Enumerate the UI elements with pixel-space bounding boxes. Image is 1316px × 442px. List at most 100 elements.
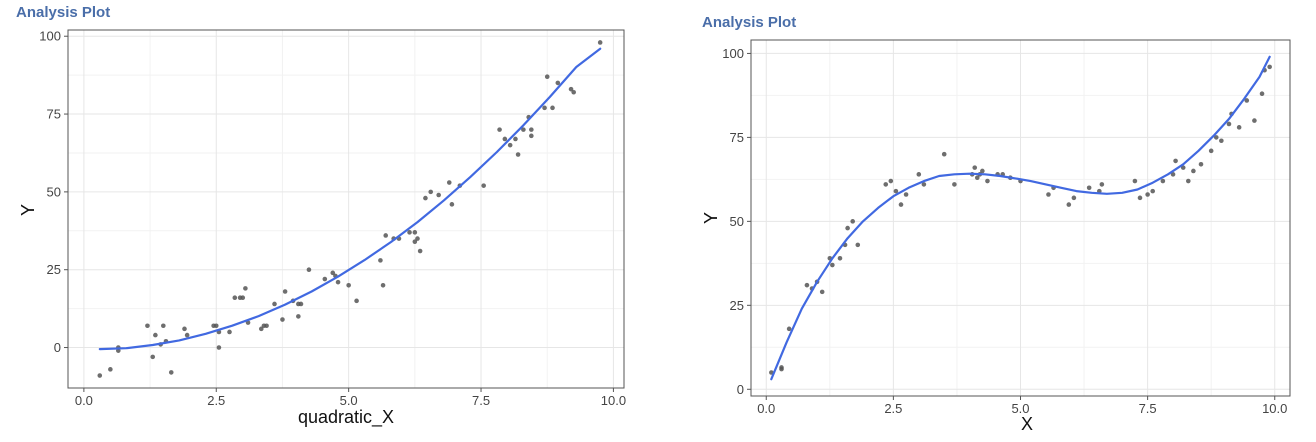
x-tick-label: 7.5 — [1139, 401, 1157, 416]
data-point — [830, 262, 835, 268]
data-point — [168, 370, 174, 375]
data-point — [952, 182, 957, 187]
data-point — [412, 230, 418, 235]
fit-curve — [98, 47, 602, 351]
data-point — [819, 289, 825, 295]
data-point — [513, 136, 518, 142]
data-point — [1208, 148, 1214, 154]
data-point — [153, 332, 158, 338]
data-point — [296, 314, 301, 319]
y-tick-label: 100 — [39, 29, 61, 44]
data-point — [1213, 135, 1219, 140]
data-point — [893, 188, 899, 194]
data-point — [161, 323, 166, 329]
y-axis-title: Y — [701, 212, 721, 224]
data-point — [1191, 168, 1196, 174]
data-point — [1071, 195, 1077, 201]
y-tick-label: 25 — [730, 298, 744, 313]
data-point — [568, 86, 574, 92]
y-tick-label: 0 — [737, 382, 744, 397]
data-point — [916, 172, 922, 177]
data-point — [1137, 195, 1143, 201]
data-point — [1046, 192, 1051, 197]
data-point — [322, 276, 328, 282]
data-point — [227, 329, 232, 335]
data-point — [258, 326, 264, 332]
scatter-chart-quadratic: 0.0 2.5 5.0 7.5 10.0 0 25 50 75 100 quadratic_X Y — [18, 29, 626, 428]
data-point — [407, 230, 412, 235]
x-axis-title: X — [1021, 414, 1033, 434]
x-axis-title: quadratic_X — [298, 407, 394, 428]
data-point — [515, 152, 521, 157]
data-point — [346, 282, 351, 288]
data-point — [280, 317, 285, 322]
data-point — [941, 151, 947, 157]
data-point — [1180, 165, 1186, 170]
data-point — [845, 225, 850, 231]
plot-panel-border — [67, 29, 625, 389]
data-point — [184, 332, 190, 338]
data-point — [330, 270, 336, 276]
data-point — [1226, 121, 1232, 127]
data-point — [1150, 188, 1156, 194]
data-point — [282, 289, 288, 294]
data-point — [883, 182, 889, 187]
data-point — [903, 192, 909, 197]
x-tick-label: 5.0 — [340, 393, 358, 408]
data-point — [972, 165, 978, 170]
data-point — [1160, 178, 1166, 184]
data-point — [380, 282, 386, 288]
x-tick-label: 0.0 — [757, 401, 775, 416]
data-point — [544, 74, 550, 79]
data-point — [529, 133, 534, 139]
chart-title-right: Analysis Plot — [702, 14, 797, 31]
data-point — [550, 105, 555, 111]
data-point — [974, 175, 980, 180]
data-point — [216, 345, 222, 350]
y-tick-label: 75 — [730, 130, 744, 145]
data-point — [571, 89, 576, 95]
data-point — [446, 180, 452, 185]
y-tick-label: 25 — [47, 262, 61, 277]
data-point — [423, 195, 428, 201]
scatter-chart-cubic: 0.0 2.5 5.0 7.5 10.0 0 25 50 75 100 X Y — [701, 39, 1291, 434]
x-tick-label: 2.5 — [207, 393, 225, 408]
data-point — [850, 219, 855, 224]
data-point — [415, 236, 420, 241]
data-point — [1244, 98, 1250, 103]
data-point — [786, 326, 792, 332]
data-point — [1259, 91, 1265, 97]
data-point — [1170, 172, 1176, 177]
data-point — [1132, 178, 1138, 184]
data-point — [150, 354, 156, 360]
data-point — [529, 127, 534, 132]
data-point — [837, 256, 843, 261]
data-point — [888, 178, 894, 184]
y-tick-label: 75 — [47, 107, 61, 122]
data-point — [502, 136, 508, 142]
data-point — [213, 323, 219, 329]
data-point — [521, 127, 526, 132]
data-point — [779, 365, 784, 370]
y-tick-label: 0 — [54, 340, 61, 355]
data-point — [1145, 192, 1150, 197]
data-point — [1173, 158, 1178, 164]
data-point — [555, 80, 561, 86]
data-point — [1066, 202, 1072, 207]
data-point — [980, 168, 985, 174]
data-point — [264, 323, 269, 329]
data-point — [921, 182, 927, 187]
data-point — [898, 202, 904, 207]
y-tick-label: 50 — [730, 214, 744, 229]
data-point — [804, 282, 810, 288]
x-tick-label: 5.0 — [1011, 401, 1029, 416]
data-point — [417, 248, 423, 254]
y-tick-label: 100 — [722, 46, 744, 61]
data-point — [354, 298, 359, 304]
data-point — [306, 267, 312, 273]
data-point — [243, 286, 248, 291]
data-point — [1236, 125, 1242, 130]
x-tick-label: 0.0 — [75, 393, 93, 408]
data-point — [298, 301, 304, 307]
